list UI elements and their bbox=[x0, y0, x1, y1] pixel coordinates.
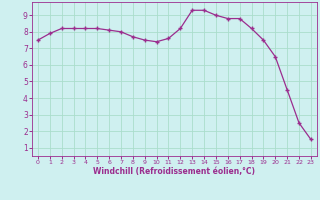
X-axis label: Windchill (Refroidissement éolien,°C): Windchill (Refroidissement éolien,°C) bbox=[93, 167, 255, 176]
